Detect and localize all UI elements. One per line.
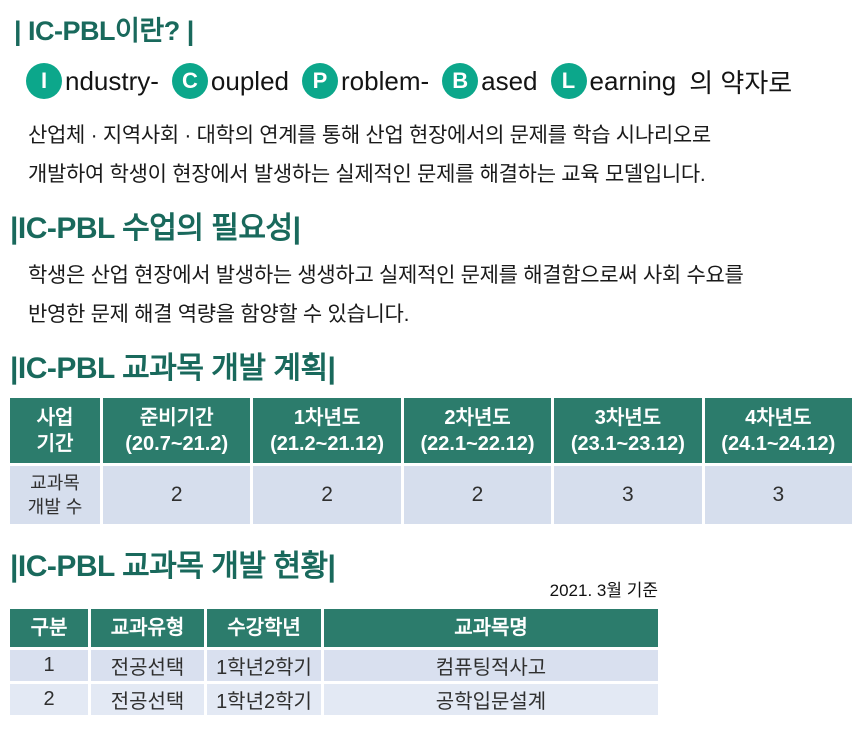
acronym-text: ased	[481, 65, 538, 96]
necessity-line-1: 학생은 산업 현장에서 발생하는 생생하고 실제적인 문제를 해결함으로써 사회…	[28, 264, 744, 287]
acronym-part-learning: L earning	[550, 63, 677, 99]
acronym-text: roblem-	[341, 65, 430, 96]
col-title: 사업	[36, 406, 74, 429]
row-label-line-1: 교과목	[30, 473, 80, 493]
acronym-text: ndustry-	[65, 65, 159, 96]
status-cell-course-type: 전공선택	[91, 684, 204, 715]
section-title-development-plan: |IC-PBL 교과목 개발 계획|	[10, 352, 336, 385]
intro-line-1: 산업체 · 지역사회 · 대학의 연계를 통해 산업 현장에서의 문제를 학습 …	[28, 124, 711, 147]
plan-col-header-year3: 3차년도 (23.1~23.12)	[554, 398, 702, 463]
intro-paragraph: 산업체 · 지역사회 · 대학의 연계를 통해 산업 현장에서의 문제를 학습 …	[28, 116, 856, 194]
plan-value-year1: 2	[253, 466, 401, 524]
status-col-header-course-type: 교과유형	[91, 609, 204, 647]
status-cell-no: 2	[10, 684, 88, 715]
acronym-suffix: 의 약자로	[689, 67, 793, 98]
status-col-header-no: 구분	[10, 609, 88, 647]
plan-col-header-year4: 4차년도 (24.1~24.12)	[704, 398, 852, 463]
row-label-line-2: 개발 수	[27, 497, 83, 517]
necessity-line-2: 반영한 문제 해결 역량을 함양할 수 있습니다.	[28, 303, 410, 326]
status-table: 구분 교과유형 수강학년 교과목명 1 전공선택 1학년2학기 컴퓨팅적사고 2…	[10, 609, 658, 715]
letter-badge-b: B	[442, 63, 479, 99]
letter-badge-i: I	[26, 63, 62, 99]
acronym-text: earning	[589, 65, 677, 96]
acronym-part-based: B ased	[442, 63, 538, 99]
plan-col-header-prep: 준비기간 (20.7~21.2)	[103, 398, 251, 463]
plan-value-year3: 3	[554, 466, 702, 524]
letter-badge-c: C	[171, 63, 208, 99]
col-title: 준비기간	[139, 406, 214, 429]
acronym-part-coupled: C oupled	[171, 63, 289, 99]
col-title: 2차년도	[444, 406, 511, 429]
plan-table: 사업 기간 준비기간 (20.7~21.2) 1차년도 (21.2~21.12)…	[10, 398, 852, 524]
status-cell-course-name: 컴퓨팅적사고	[324, 650, 658, 681]
plan-row-label: 교과목 개발 수	[10, 466, 100, 524]
col-sub: 기간	[36, 432, 74, 455]
status-cell-course-name: 공학입문설계	[324, 684, 658, 715]
col-title: 1차년도	[293, 406, 361, 429]
col-sub: (24.1~24.12)	[721, 432, 836, 455]
status-cell-grade: 1학년2학기	[207, 650, 321, 681]
plan-value-year4: 3	[704, 466, 852, 524]
as-of-date: 2021. 3월 기준	[549, 581, 658, 600]
acronym-text: oupled	[210, 65, 289, 96]
plan-value-prep: 2	[103, 466, 251, 524]
acronym-part-problem: P roblem-	[302, 63, 429, 99]
acronym-line: I ndustry- C oupled P roblem- B ased L e…	[26, 62, 856, 100]
status-cell-course-type: 전공선택	[91, 650, 204, 681]
col-sub: (22.1~22.12)	[420, 432, 535, 455]
letter-badge-p: P	[302, 63, 338, 99]
letter-badge-l: L	[550, 63, 587, 99]
plan-value-year2: 2	[403, 466, 552, 524]
col-sub: (23.1~23.12)	[570, 432, 685, 455]
section-title-what-is-icpbl: | IC-PBL이란? |	[14, 16, 194, 46]
section-title-necessity: |IC-PBL 수업의 필요성|	[10, 212, 301, 245]
status-cell-no: 1	[10, 650, 88, 681]
col-title: 4차년도	[745, 406, 812, 429]
plan-col-header-year1: 1차년도 (21.2~21.12)	[253, 398, 401, 463]
plan-col-header-year2: 2차년도 (22.1~22.12)	[403, 398, 552, 463]
status-col-header-grade: 수강학년	[207, 609, 321, 647]
acronym-part-industry: I ndustry-	[26, 63, 159, 99]
status-col-header-course-name: 교과목명	[324, 609, 658, 647]
col-sub: (21.2~21.12)	[270, 432, 385, 455]
status-cell-grade: 1학년2학기	[207, 684, 321, 715]
section-title-development-status: |IC-PBL 교과목 개발 현황|	[10, 550, 336, 583]
page-root: | IC-PBL이란? | I ndustry- C oupled P robl…	[10, 16, 856, 715]
intro-line-2: 개발하여 학생이 현장에서 발생하는 실제적인 문제를 해결하는 교육 모델입니…	[28, 163, 706, 186]
necessity-paragraph: 학생은 산업 현장에서 발생하는 생생하고 실제적인 문제를 해결함으로써 사회…	[28, 256, 856, 334]
col-title: 3차년도	[594, 406, 662, 429]
col-sub: (20.7~21.2)	[125, 432, 229, 455]
plan-col-header-period: 사업 기간	[10, 398, 100, 463]
